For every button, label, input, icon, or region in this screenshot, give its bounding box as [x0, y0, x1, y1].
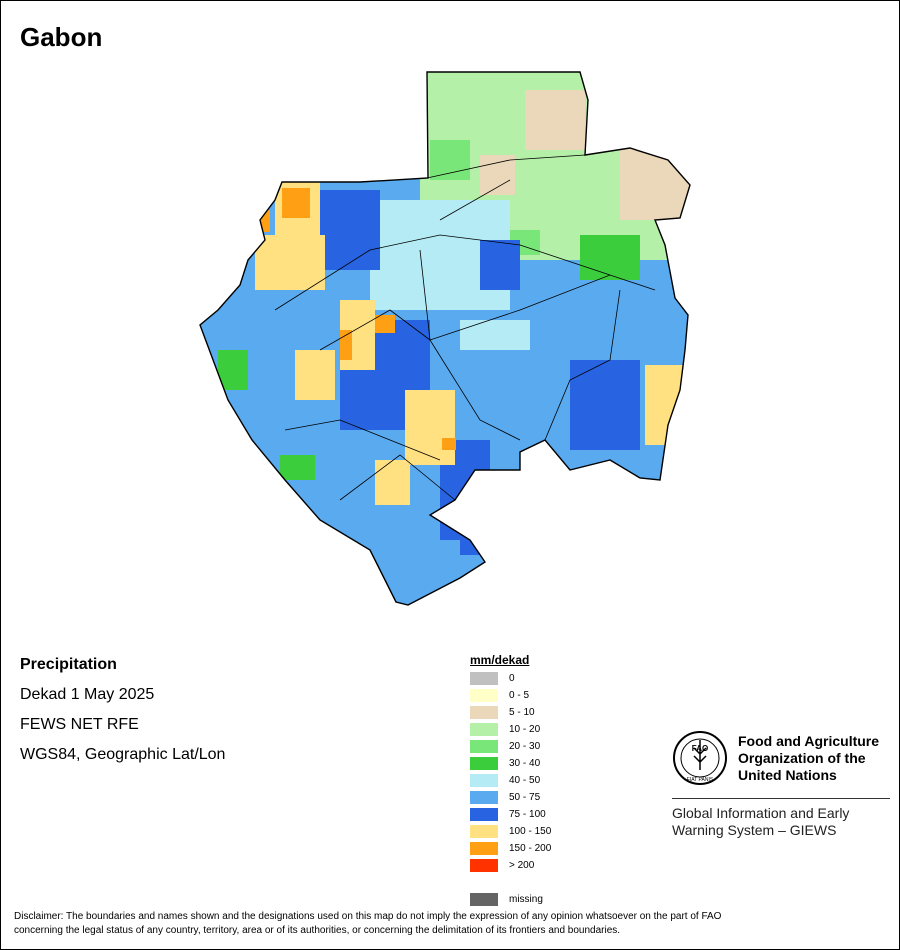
legend-item: 100 - 150: [470, 823, 551, 840]
legend-item: 0 - 5: [470, 687, 551, 704]
svg-text:FAO: FAO: [692, 744, 708, 753]
fao-logo-icon: FAO FIAT PANIS: [673, 731, 727, 785]
legend-item: 0: [470, 670, 551, 687]
fao-divider: [672, 798, 890, 799]
fao-name: Food and Agriculture Organization of the…: [738, 732, 880, 783]
legend-label: 0 - 5: [509, 690, 530, 701]
legend-label: 20 - 30: [509, 741, 541, 752]
legend-item: 20 - 30: [470, 738, 551, 755]
svg-text:FIAT PANIS: FIAT PANIS: [687, 777, 714, 783]
legend-item: 50 - 75: [470, 789, 551, 806]
legend-item: > 200: [470, 857, 551, 874]
legend-swatch: [470, 672, 498, 685]
legend-label-missing: missing: [509, 894, 543, 905]
legend-item: 40 - 50: [470, 772, 551, 789]
legend-swatch: [470, 859, 498, 872]
projection-label: WGS84, Geographic Lat/Lon: [20, 746, 226, 763]
legend-label: 75 - 100: [509, 809, 546, 820]
legend-swatch: [470, 723, 498, 736]
legend-swatch: [470, 842, 498, 855]
map-metadata: Precipitation Dekad 1 May 2025 FEWS NET …: [20, 656, 225, 776]
legend-label: 10 - 20: [509, 724, 541, 735]
legend-label: > 200: [509, 860, 535, 871]
legend-label: 100 - 150: [509, 826, 552, 837]
giews-name: Global Information and Early Warning Sys…: [672, 805, 850, 838]
legend-swatch: [470, 808, 498, 821]
source-label: FEWS NET RFE: [20, 716, 139, 733]
legend-label: 50 - 75: [509, 792, 541, 803]
legend-label: 40 - 50: [509, 775, 541, 786]
legend-label: 150 - 200: [509, 843, 552, 854]
legend-item: 10 - 20: [470, 721, 551, 738]
legend-unit: mm/dekad: [470, 653, 530, 667]
legend-item-missing: missing: [470, 891, 551, 908]
legend-swatch-missing: [470, 893, 498, 906]
legend-item: 75 - 100: [470, 806, 551, 823]
legend-item: 30 - 40: [470, 755, 551, 772]
legend-items: 0 0 - 5 5 - 10 10 - 20 20 - 30 30 - 40 40 - 50…: [470, 670, 551, 874]
legend-swatch: [470, 774, 498, 787]
legend-label: 30 - 40: [509, 758, 541, 769]
fao-branding: FAO FIAT PANIS Food and Agriculture Orga…: [672, 730, 890, 839]
legend-swatch: [470, 740, 498, 753]
period-label: Dekad 1 May 2025: [20, 686, 155, 703]
legend-swatch: [470, 689, 498, 702]
legend-label: 0: [509, 673, 515, 684]
map-title: Gabon: [20, 22, 103, 52]
legend-item: 150 - 200: [470, 840, 551, 857]
legend-swatch: [470, 825, 498, 838]
disclaimer: Disclaimer: The boundaries and names sho…: [14, 911, 722, 936]
legend-label: 5 - 10: [509, 707, 535, 718]
legend-swatch: [470, 706, 498, 719]
precipitation-map: [199, 71, 691, 606]
legend-swatch: [470, 757, 498, 770]
legend-swatch: [470, 791, 498, 804]
variable-label: Precipitation: [20, 656, 117, 673]
legend-item: 5 - 10: [470, 704, 551, 721]
legend: mm/dekad 0 0 - 5 5 - 10 10 - 20 20 - 30 30 - …: [470, 653, 551, 908]
